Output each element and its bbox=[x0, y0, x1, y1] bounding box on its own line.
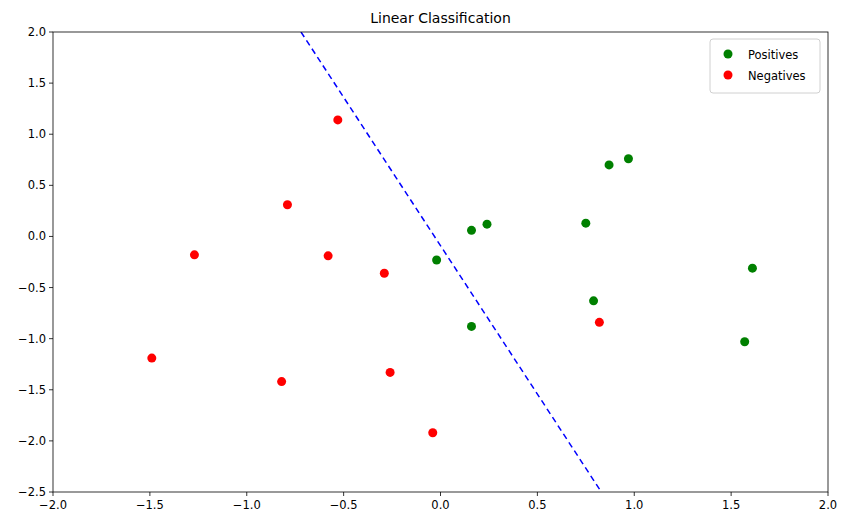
legend-label: Negatives bbox=[748, 69, 806, 83]
chart: Linear Classification −2.0 −1.5 −1.0 −0.5 0.0… bbox=[0, 0, 849, 528]
plot-area bbox=[147, 32, 757, 492]
x-tick-label: −1.5 bbox=[136, 498, 164, 512]
point bbox=[380, 269, 389, 278]
x-tick bbox=[634, 492, 635, 496]
x-tick bbox=[53, 492, 54, 496]
y-tick bbox=[49, 83, 53, 84]
legend-marker bbox=[724, 71, 733, 80]
x-tick bbox=[537, 492, 538, 496]
x-tick-label: −2.0 bbox=[39, 498, 67, 512]
decision-line bbox=[301, 32, 601, 492]
y-tick bbox=[49, 440, 53, 441]
y-tick bbox=[49, 32, 53, 33]
x-tick-label: 1.5 bbox=[722, 498, 740, 512]
y-tick-label: 2.0 bbox=[28, 25, 46, 39]
x-tick-label: 2.0 bbox=[819, 498, 837, 512]
title: Linear Classification bbox=[370, 10, 511, 26]
frame bbox=[53, 32, 828, 492]
point bbox=[624, 154, 633, 163]
y-tick bbox=[49, 287, 53, 288]
y-tick bbox=[49, 389, 53, 390]
y-tick bbox=[49, 236, 53, 237]
point bbox=[483, 220, 492, 229]
legend-label: Positives bbox=[748, 48, 798, 62]
y-tick-label: 1.0 bbox=[28, 127, 46, 141]
point bbox=[190, 250, 199, 259]
point bbox=[147, 354, 156, 363]
y-tick bbox=[49, 492, 53, 493]
x-tick-label: 0.5 bbox=[528, 498, 546, 512]
legend-box bbox=[710, 39, 820, 93]
point bbox=[605, 160, 614, 169]
background bbox=[0, 0, 849, 528]
x-tick bbox=[828, 492, 829, 496]
point bbox=[428, 428, 437, 437]
y-tick-label: 1.5 bbox=[28, 76, 46, 90]
x-tick bbox=[149, 492, 150, 496]
y-tick-label: 0.0 bbox=[28, 229, 46, 243]
point bbox=[748, 264, 757, 273]
x-tick-label: 0.0 bbox=[431, 498, 449, 512]
ticks: −2.0−1.5−1.0−0.50.00.51.01.52.0−2.5−2.0−… bbox=[18, 25, 837, 512]
x-tick-label: −1.0 bbox=[233, 498, 261, 512]
point bbox=[386, 368, 395, 377]
point bbox=[432, 255, 441, 264]
point bbox=[324, 251, 333, 260]
x-tick bbox=[440, 492, 441, 496]
point bbox=[595, 318, 604, 327]
point bbox=[277, 377, 286, 386]
x-tick-label: −0.5 bbox=[330, 498, 358, 512]
y-tick-label: −1.5 bbox=[18, 383, 46, 397]
legend: Positives Negatives bbox=[710, 39, 820, 93]
y-tick bbox=[49, 338, 53, 339]
y-tick-label: −2.5 bbox=[18, 485, 46, 499]
point bbox=[333, 115, 342, 124]
point bbox=[740, 337, 749, 346]
x-tick bbox=[731, 492, 732, 496]
point bbox=[283, 200, 292, 209]
x-tick bbox=[343, 492, 344, 496]
y-tick-label: 0.5 bbox=[28, 178, 46, 192]
y-tick-label: −2.0 bbox=[18, 434, 46, 448]
y-tick bbox=[49, 185, 53, 186]
point bbox=[589, 296, 598, 305]
y-tick-label: −1.0 bbox=[18, 332, 46, 346]
point bbox=[467, 322, 476, 331]
legend-marker bbox=[724, 50, 733, 59]
y-tick bbox=[49, 134, 53, 135]
x-tick bbox=[246, 492, 247, 496]
y-tick-label: −0.5 bbox=[18, 281, 46, 295]
point bbox=[467, 226, 476, 235]
point bbox=[581, 219, 590, 228]
x-tick-label: 1.0 bbox=[625, 498, 643, 512]
